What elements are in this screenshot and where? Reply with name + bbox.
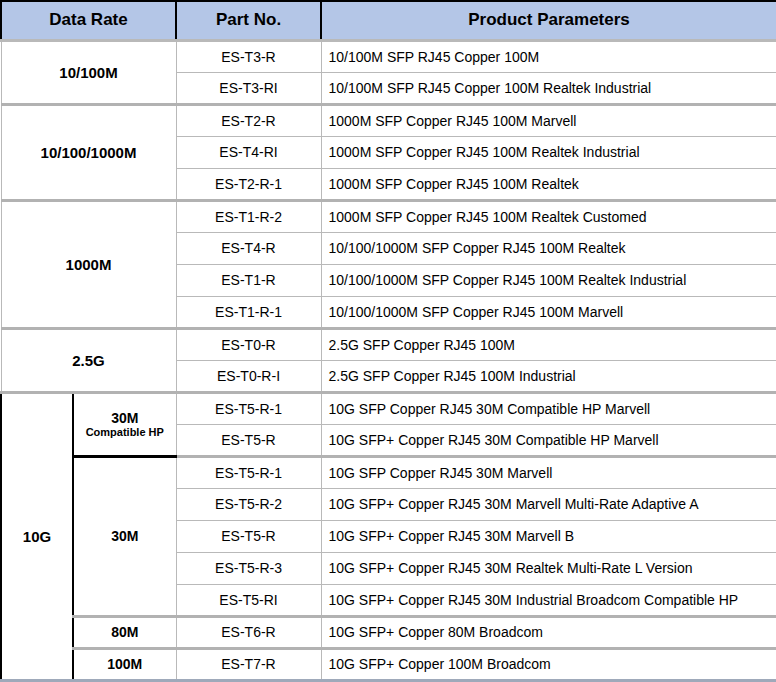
data-rate-cell: 1000M bbox=[1, 200, 176, 328]
part-no-cell: ES-T5-R-1 bbox=[176, 456, 321, 488]
part-no-cell: ES-T4-R bbox=[176, 232, 321, 264]
part-no-cell: ES-T5-RI bbox=[176, 584, 321, 616]
product-parameters-cell: 1000M SFP Copper RJ45 100M Realtek Custo… bbox=[321, 200, 776, 232]
header-part-no: Part No. bbox=[176, 1, 321, 40]
part-no-cell: ES-T4-RI bbox=[176, 136, 321, 168]
table-row: 30M ES-T5-R-1 10G SFP Copper RJ45 30M Ma… bbox=[1, 456, 776, 488]
data-rate-cell: 10G bbox=[1, 392, 73, 680]
part-no-cell: ES-T5-R bbox=[176, 424, 321, 456]
part-no-cell: ES-T0-R-I bbox=[176, 360, 321, 392]
sub-rate-cell: 100M bbox=[73, 648, 176, 680]
sub-rate-cell: 80M bbox=[73, 616, 176, 648]
part-no-cell: ES-T1-R bbox=[176, 264, 321, 296]
product-parameters-cell: 10G SFP+ Copper RJ45 30M Marvell Multi-R… bbox=[321, 488, 776, 520]
product-parameters-cell: 10G SFP Copper RJ45 30M Compatible HP Ma… bbox=[321, 392, 776, 424]
header-product-parameters: Product Parameters bbox=[321, 1, 776, 40]
product-parameters-cell: 10G SFP+ Copper 100M Broadcom bbox=[321, 648, 776, 680]
table-row: 10G 30M Compatible HP ES-T5-R-1 10G SFP … bbox=[1, 392, 776, 424]
product-parameters-cell: 10G SFP+ Copper RJ45 30M Compatible HP M… bbox=[321, 424, 776, 456]
product-parameters-cell: 1000M SFP Copper RJ45 100M Realtek bbox=[321, 168, 776, 200]
sub-rate-cell: 30M Compatible HP bbox=[73, 392, 176, 456]
product-table-container: Data Rate Part No. Product Parameters 10… bbox=[0, 0, 776, 682]
part-no-cell: ES-T6-R bbox=[176, 616, 321, 648]
product-parameters-cell: 10/100/1000M SFP Copper RJ45 100M Marvel… bbox=[321, 296, 776, 328]
part-no-cell: ES-T5-R-2 bbox=[176, 488, 321, 520]
header-row: Data Rate Part No. Product Parameters bbox=[1, 1, 776, 40]
product-parameters-cell: 2.5G SFP Copper RJ45 100M Industrial bbox=[321, 360, 776, 392]
product-parameters-cell: 10G SFP+ Copper RJ45 30M Marvell B bbox=[321, 520, 776, 552]
table-row: 2.5G ES-T0-R 2.5G SFP Copper RJ45 100M bbox=[1, 328, 776, 360]
part-no-cell: ES-T5-R-3 bbox=[176, 552, 321, 584]
data-rate-cell: 10/100/1000M bbox=[1, 104, 176, 200]
product-parameters-cell: 10/100M SFP RJ45 Copper 100M bbox=[321, 40, 776, 72]
table-row: 1000M ES-T1-R-2 1000M SFP Copper RJ45 10… bbox=[1, 200, 776, 232]
part-no-cell: ES-T1-R-2 bbox=[176, 200, 321, 232]
data-rate-cell: 10/100M bbox=[1, 40, 176, 104]
product-table: Data Rate Part No. Product Parameters 10… bbox=[0, 0, 776, 682]
table-row: 10/100/1000M ES-T2-R 1000M SFP Copper RJ… bbox=[1, 104, 776, 136]
part-no-cell: ES-T3-RI bbox=[176, 72, 321, 104]
data-rate-cell: 2.5G bbox=[1, 328, 176, 392]
sub-rate-label: 30M bbox=[74, 410, 176, 426]
sub-rate-note: Compatible HP bbox=[74, 426, 176, 439]
part-no-cell: ES-T1-R-1 bbox=[176, 296, 321, 328]
product-parameters-cell: 10/100/1000M SFP Copper RJ45 100M Realte… bbox=[321, 232, 776, 264]
product-parameters-cell: 10G SFP Copper RJ45 30M Marvell bbox=[321, 456, 776, 488]
table-row: 10/100M ES-T3-R 10/100M SFP RJ45 Copper … bbox=[1, 40, 776, 72]
product-parameters-cell: 10/100M SFP RJ45 Copper 100M Realtek Ind… bbox=[321, 72, 776, 104]
product-parameters-cell: 10G SFP+ Copper RJ45 30M Realtek Multi-R… bbox=[321, 552, 776, 584]
product-parameters-cell: 10/100/1000M SFP Copper RJ45 100M Realte… bbox=[321, 264, 776, 296]
product-parameters-cell: 10G SFP+ Copper 80M Broadcom bbox=[321, 616, 776, 648]
part-no-cell: ES-T5-R bbox=[176, 520, 321, 552]
part-no-cell: ES-T2-R-1 bbox=[176, 168, 321, 200]
product-parameters-cell: 1000M SFP Copper RJ45 100M Realtek Indus… bbox=[321, 136, 776, 168]
product-parameters-cell: 1000M SFP Copper RJ45 100M Marvell bbox=[321, 104, 776, 136]
product-parameters-cell: 10G SFP+ Copper RJ45 30M Industrial Broa… bbox=[321, 584, 776, 616]
part-no-cell: ES-T3-R bbox=[176, 40, 321, 72]
part-no-cell: ES-T0-R bbox=[176, 328, 321, 360]
header-data-rate: Data Rate bbox=[1, 1, 176, 40]
product-parameters-cell: 2.5G SFP Copper RJ45 100M bbox=[321, 328, 776, 360]
table-row: 100M ES-T7-R 10G SFP+ Copper 100M Broadc… bbox=[1, 648, 776, 680]
table-row: 80M ES-T6-R 10G SFP+ Copper 80M Broadcom bbox=[1, 616, 776, 648]
part-no-cell: ES-T5-R-1 bbox=[176, 392, 321, 424]
part-no-cell: ES-T7-R bbox=[176, 648, 321, 680]
sub-rate-cell: 30M bbox=[73, 456, 176, 616]
part-no-cell: ES-T2-R bbox=[176, 104, 321, 136]
